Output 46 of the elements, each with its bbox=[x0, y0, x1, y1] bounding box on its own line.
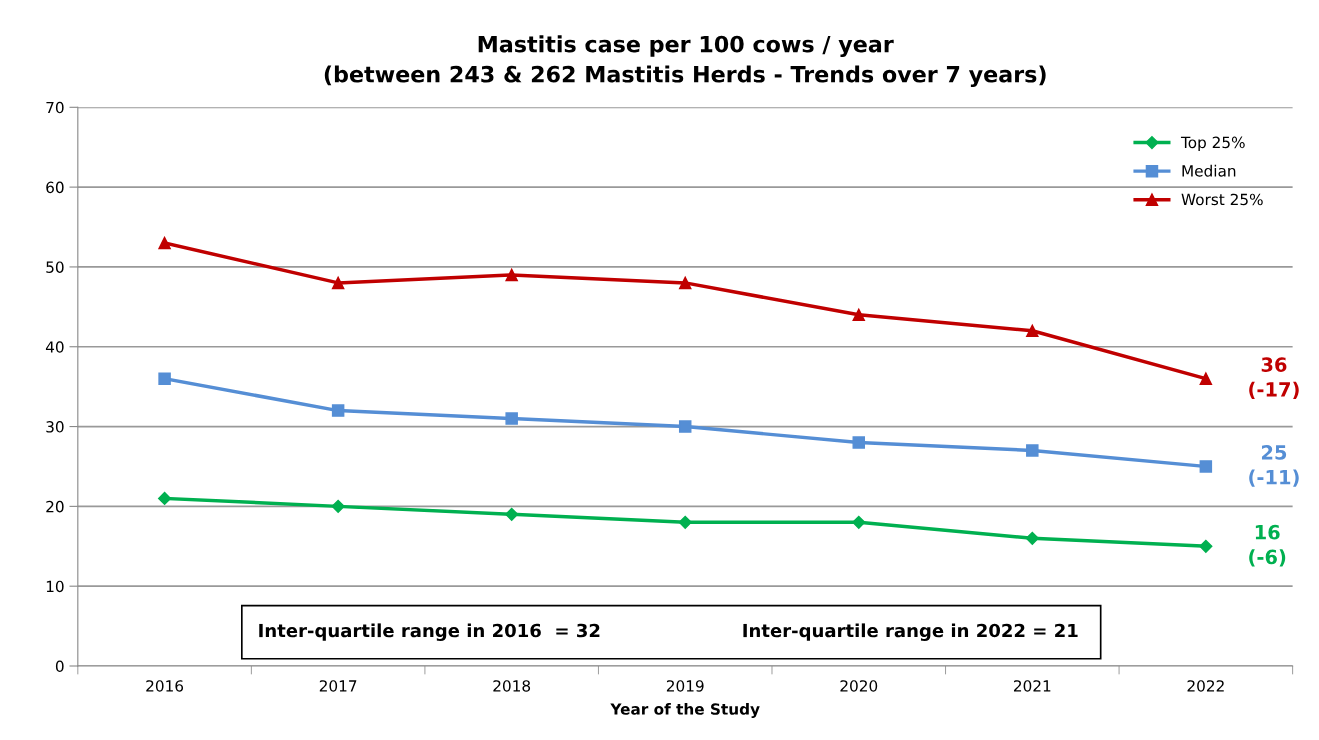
y-tick-label: 30 bbox=[46, 421, 64, 433]
point bbox=[158, 372, 171, 385]
y-tick-label: 0 bbox=[55, 660, 64, 673]
legend-label: Top 25% bbox=[1180, 136, 1245, 152]
point bbox=[331, 404, 345, 417]
annotation: Inter-quartile range in 2022 = 21 bbox=[743, 623, 1078, 642]
point bbox=[852, 308, 866, 322]
y-tick-label: 40 bbox=[45, 341, 64, 353]
y-tick-label: 20 bbox=[46, 500, 64, 513]
point bbox=[678, 420, 692, 433]
point bbox=[158, 236, 171, 250]
point bbox=[852, 515, 866, 529]
point bbox=[1199, 372, 1213, 385]
point bbox=[1025, 531, 1039, 545]
x-tick-label: 2019 bbox=[666, 680, 704, 692]
point bbox=[158, 491, 172, 505]
y-tick-label: 10 bbox=[46, 580, 64, 593]
point bbox=[1026, 324, 1039, 338]
point bbox=[505, 268, 518, 282]
point bbox=[678, 515, 692, 529]
annotation: 16 (-6) bbox=[1249, 524, 1286, 567]
point bbox=[331, 276, 345, 290]
chart-title: Mastitis case per 100 cows / year (between 243 & 262 Mastitis Herds - Trends over 7 years) bbox=[324, 35, 1046, 88]
y-tick-label: 60 bbox=[46, 181, 64, 194]
point bbox=[1199, 460, 1213, 473]
legend-label: Median bbox=[1182, 164, 1236, 177]
x-axis-title: Year of the Study bbox=[610, 703, 760, 718]
point bbox=[505, 412, 518, 425]
point bbox=[1199, 539, 1213, 553]
x-tick-label: 2020 bbox=[840, 680, 878, 692]
y-tick-label: 70 bbox=[46, 101, 64, 114]
point bbox=[852, 436, 866, 449]
point bbox=[678, 276, 692, 290]
x-tick-label: 2016 bbox=[146, 680, 184, 692]
y-tick-label: 50 bbox=[46, 261, 64, 273]
x-tick-label: 2018 bbox=[493, 680, 531, 692]
x-tick-label: 2017 bbox=[319, 680, 357, 692]
annotation: Inter-quartile range in 2016 = 32 bbox=[259, 623, 600, 642]
annotation: 36 (-17) bbox=[1249, 357, 1299, 399]
x-tick-label: 2021 bbox=[1013, 680, 1051, 692]
annotation: 25 (-11) bbox=[1249, 445, 1299, 487]
point bbox=[331, 499, 345, 513]
x-tick-label: 2022 bbox=[1187, 680, 1224, 692]
point bbox=[1026, 444, 1039, 457]
point bbox=[505, 507, 519, 521]
legend-label: Worst 25% bbox=[1181, 193, 1263, 206]
